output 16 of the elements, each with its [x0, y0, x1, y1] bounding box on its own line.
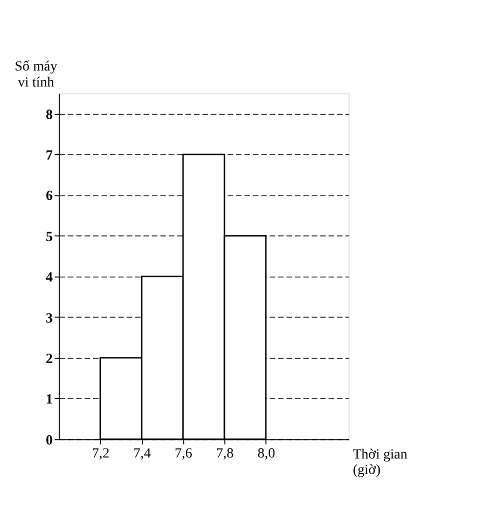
y-tick-label: 7 — [46, 148, 53, 164]
x-tick-label: 7,2 — [92, 446, 110, 462]
y-tick-label: 2 — [46, 352, 53, 367]
x-tick-label: 7,4 — [133, 446, 151, 462]
x-tick-label: 7,8 — [216, 446, 234, 462]
y-tick-label: 8 — [46, 108, 53, 123]
x-axis-title: Thời gian (giờ) — [352, 447, 408, 478]
y-tick-label: 4 — [46, 270, 53, 286]
x-tick-label: 8,0 — [258, 446, 276, 462]
y-tick-label: 0 — [46, 433, 53, 448]
y-tick-label: 5 — [46, 230, 53, 245]
y-axis-title: Số máy vi tính — [14, 59, 58, 90]
x-tick-label: 7,6 — [174, 446, 192, 462]
y-tick-label: 1 — [46, 392, 53, 408]
y-tick-label: 6 — [46, 189, 53, 204]
y-tick-label: 3 — [46, 311, 53, 326]
